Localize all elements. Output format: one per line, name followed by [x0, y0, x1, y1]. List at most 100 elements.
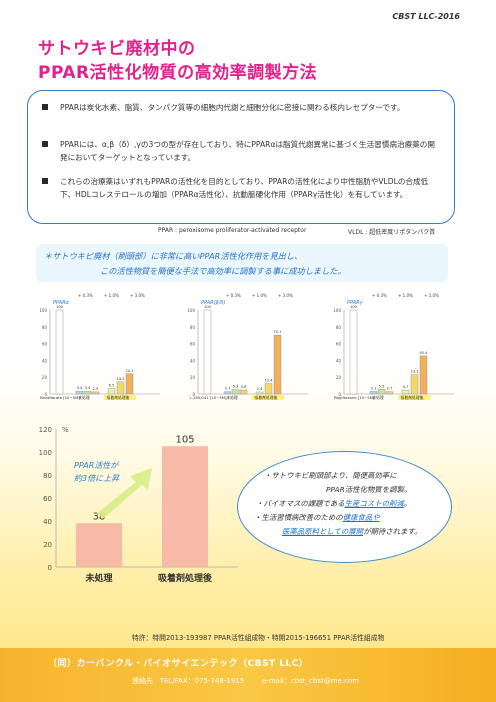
mini-bar	[385, 391, 394, 395]
summary-ellipse: ・サトウキビ刷頭部より、簡便高効率に PPAR活性化物質を調製。 ・バイオマスの…	[237, 451, 452, 563]
bar-value-label: 4.7	[403, 385, 409, 389]
tick-label: 80	[336, 325, 342, 330]
mini-bar	[231, 389, 240, 395]
highlight-band	[104, 395, 136, 400]
legend-label: + 1.0%	[104, 293, 119, 298]
ellipse-line-2: PPAR活性化物質を調製。	[326, 485, 412, 494]
mini-bar	[377, 389, 386, 395]
mini-bar	[419, 355, 428, 395]
mini-bar	[410, 374, 419, 395]
y-tick-label: 100	[39, 449, 52, 457]
category-label: Pioglitazone [10~5M]	[334, 395, 375, 400]
mini-bar	[83, 390, 92, 395]
tick-label: 20	[190, 375, 196, 380]
mini-chart-title: PPARγ	[347, 300, 364, 306]
category-label: 吸着剤処理後	[107, 395, 130, 400]
legend-label: + 3.0%	[424, 293, 439, 298]
mini-bar	[255, 391, 264, 395]
mini-bar	[401, 389, 410, 395]
mini-bar	[91, 391, 100, 395]
y-tick-label: 120	[39, 426, 52, 434]
category-label: L-165,041 [10~5M]	[190, 395, 228, 400]
category-label: Bezafibrate [10~5M]	[40, 395, 80, 400]
tick-label: 100	[333, 308, 341, 313]
bar-value-label: 2.7	[225, 387, 231, 391]
ellipse-line-1: ・サトウキビ刷頭部より、簡便高効率に	[264, 471, 397, 480]
main-category-label: 未処理	[84, 572, 112, 584]
bullet-square-icon	[42, 141, 48, 147]
mini-chart-ppar-gamma: 0 20 40 60 80 100 PPARγ + 0.3% + 1.0% + 3.0% 100 3.…	[326, 292, 458, 418]
ellipse-line-5: 医薬品原料としての展開が期待されます。	[282, 527, 422, 536]
bar-value-label: 24.1	[125, 369, 133, 373]
info-item: PPARは炭化水素、脂質、タンパク質等の細胞内代謝と細胞分化に密接に関わる核内レ…	[42, 101, 442, 114]
mini-chart-title: PPARα	[53, 300, 70, 306]
legend-label: + 1.0%	[398, 293, 413, 298]
summary-box	[36, 244, 448, 282]
tick-label: 60	[42, 342, 48, 347]
mini-bar	[75, 390, 84, 395]
bar-value-label: 12.4	[264, 379, 273, 383]
tick-label: 80	[42, 325, 48, 330]
mini-bar	[273, 334, 282, 395]
bar-value-label: 6.5	[109, 384, 115, 388]
bar-value-label: 23.1	[410, 370, 418, 374]
main-bar-value: 105	[175, 434, 194, 445]
tick-label: 40	[190, 358, 196, 363]
y-tick-label: 40	[43, 518, 52, 526]
mini-bar	[125, 373, 134, 395]
tick-label: 40	[336, 358, 342, 363]
bar-value-label: 70.1	[273, 330, 281, 334]
footer-band	[0, 648, 496, 702]
bar-value-label: 4.8	[241, 385, 247, 389]
legend-label: + 3.0%	[278, 293, 293, 298]
y-axis-unit: %	[62, 426, 69, 434]
category-label: 未処理	[372, 395, 384, 400]
info-item: これらの治療薬はいずれもPPARの活性化を目的としており、PPARの活性化により…	[42, 175, 442, 201]
contact-info: 連絡先 TEL/FAX：075-748-1915 e-mail：cbst_cbs…	[132, 677, 360, 685]
brand-label: CBST LLC-2016	[392, 12, 460, 21]
tick-label: 40	[42, 358, 48, 363]
tick-label: 60	[336, 342, 342, 347]
mini-bar	[369, 391, 378, 395]
summary-line-2: この活性物質を簡便な手法で高効率に調製する事に成功しました。	[100, 266, 346, 276]
tick-label: 100	[39, 308, 47, 313]
category-label: 未処理	[78, 395, 90, 400]
highlight-band	[252, 395, 284, 400]
bar-value-label: 3.1	[371, 386, 377, 390]
y-tick-label: 0	[48, 564, 52, 572]
bar-value-label: 5.5	[379, 384, 385, 388]
main-bar-chart: 0 20 40 60 80 100 120% 38 未処理 105 吸着剤処理後 PPAR活性が 約3倍…	[24, 418, 244, 610]
legend-label: + 0.3%	[372, 293, 387, 298]
legend-label: + 0.3%	[226, 293, 241, 298]
mini-bar	[239, 389, 248, 395]
tick-label: 60	[190, 342, 196, 347]
tick-label: 80	[190, 325, 196, 330]
bar-value-label: 5.3	[233, 385, 239, 389]
main-bar	[162, 446, 208, 567]
mini-chart-ppar-alpha: 0 20 40 60 80 100 PPARα + 0.3% + 1.0% + 3.0% 100 3.…	[32, 292, 164, 418]
main-bar	[76, 523, 122, 567]
mini-chart-title: PPAR(β/δ)	[201, 300, 226, 306]
summary-line-1: ＊サトウキビ廃材（刷頭部）に非常に高いPPAR活性化作用を見出し、	[44, 251, 303, 261]
main-category-label: 吸着剤処理後	[158, 572, 213, 584]
bar-value-label: 3.4	[85, 386, 91, 390]
tick-label: 0	[44, 392, 47, 397]
y-tick-label: 80	[43, 472, 52, 480]
mini-bar	[116, 381, 125, 395]
bar-value-label: 14.5	[116, 377, 124, 381]
tick-label: 20	[336, 375, 342, 380]
bar-value-label: 45.4	[419, 351, 428, 355]
bullet-square-icon	[42, 104, 48, 110]
legend-label: + 3.0%	[130, 293, 145, 298]
ellipse-line-3: ・バイオマスの課題である生産コストの削減。	[256, 499, 412, 508]
info-box: PPARは炭化水素、脂質、タンパク質等の細胞内代謝と細胞分化に密接に関わる核内レ…	[27, 90, 455, 224]
mini-bar	[223, 391, 232, 395]
bullet-square-icon	[42, 178, 48, 184]
mini-bar	[203, 309, 212, 395]
y-tick-label: 20	[43, 541, 52, 549]
bar-value-label: 2.4	[257, 387, 263, 391]
mini-chart-ppar-delta: 0 20 40 60 80 100 PPAR(β/δ) + 0.3% + 1.0% + 3.0% 1…	[180, 292, 312, 418]
title-line-1: サトウキビ廃材中の	[38, 39, 196, 59]
bar-value-label: 2.7	[387, 387, 393, 391]
ellipse-line-4: ・生活習慣病改善のための健康食品や	[254, 513, 380, 522]
